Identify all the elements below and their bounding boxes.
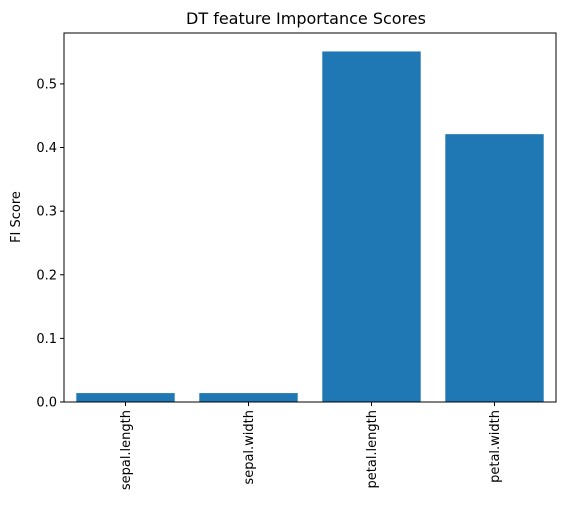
bar-sepal-width xyxy=(199,393,298,402)
y-tick-label: 0.2 xyxy=(36,268,57,283)
chart-title: DT feature Importance Scores xyxy=(186,9,426,28)
x-tick-label: petal.length xyxy=(365,410,380,489)
y-tick-label: 0.4 xyxy=(36,141,57,156)
y-axis-label: FI Score xyxy=(9,191,24,243)
x-tick-label: sepal.width xyxy=(242,410,257,485)
y-tick-label: 0.5 xyxy=(36,77,57,92)
bar-petal-length xyxy=(322,51,421,402)
bar-sepal-length xyxy=(76,393,175,402)
y-tick-label: 0.0 xyxy=(36,396,57,411)
x-tick-label: sepal.length xyxy=(119,410,134,490)
y-tick-label: 0.1 xyxy=(36,332,57,347)
x-tick-label: petal.width xyxy=(488,410,503,483)
plot-frame xyxy=(63,32,557,403)
bar-petal-width xyxy=(445,134,544,402)
x-axis: sepal.length sepal.width petal.length petal… xyxy=(119,402,503,490)
y-axis: 0.0 0.1 0.2 0.3 0.4 0.5 xyxy=(36,77,64,411)
bars-group xyxy=(76,51,544,402)
y-tick-label: 0.3 xyxy=(36,205,57,220)
